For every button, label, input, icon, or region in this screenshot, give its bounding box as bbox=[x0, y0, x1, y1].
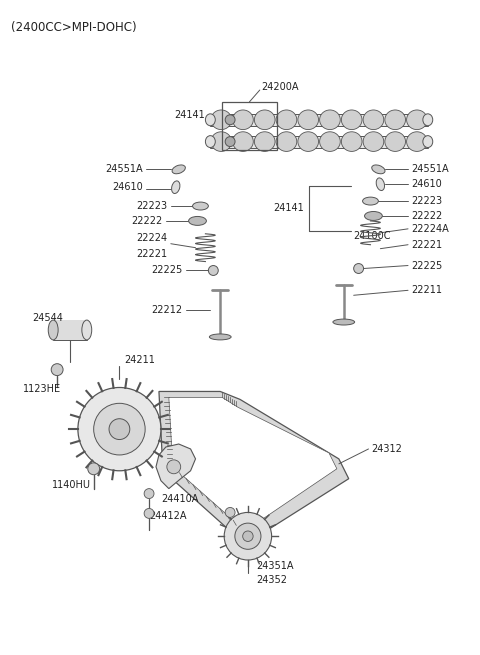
Text: 22212: 22212 bbox=[152, 305, 183, 315]
Text: 22224: 22224 bbox=[137, 233, 168, 243]
Ellipse shape bbox=[362, 197, 378, 205]
Ellipse shape bbox=[423, 136, 433, 147]
Polygon shape bbox=[169, 398, 337, 527]
Ellipse shape bbox=[320, 110, 340, 130]
Circle shape bbox=[144, 508, 154, 518]
Circle shape bbox=[167, 460, 180, 474]
Ellipse shape bbox=[254, 110, 275, 130]
Ellipse shape bbox=[385, 132, 406, 151]
Ellipse shape bbox=[341, 132, 362, 151]
Text: 22224A: 22224A bbox=[411, 224, 449, 234]
Ellipse shape bbox=[211, 132, 231, 151]
Ellipse shape bbox=[376, 178, 384, 191]
Bar bbox=[210, 114, 428, 126]
Circle shape bbox=[225, 137, 235, 147]
Circle shape bbox=[224, 512, 272, 560]
Circle shape bbox=[51, 364, 63, 375]
Text: 24211: 24211 bbox=[124, 355, 155, 365]
Ellipse shape bbox=[298, 110, 319, 130]
Text: 24100C: 24100C bbox=[354, 231, 391, 241]
Text: 24352: 24352 bbox=[256, 575, 287, 585]
Circle shape bbox=[94, 403, 145, 455]
Ellipse shape bbox=[233, 132, 253, 151]
Polygon shape bbox=[156, 444, 195, 489]
Ellipse shape bbox=[320, 132, 340, 151]
Text: 22225: 22225 bbox=[151, 265, 183, 276]
Circle shape bbox=[235, 523, 261, 550]
Ellipse shape bbox=[363, 132, 384, 151]
Ellipse shape bbox=[192, 202, 208, 210]
Ellipse shape bbox=[385, 110, 406, 130]
Ellipse shape bbox=[233, 110, 253, 130]
Circle shape bbox=[225, 115, 235, 124]
Circle shape bbox=[208, 265, 218, 276]
Text: 24312: 24312 bbox=[372, 444, 402, 454]
Text: 22223: 22223 bbox=[137, 201, 168, 211]
Ellipse shape bbox=[372, 165, 385, 174]
Text: 22211: 22211 bbox=[411, 286, 442, 295]
Text: 22223: 22223 bbox=[411, 196, 442, 206]
Ellipse shape bbox=[172, 165, 185, 174]
Circle shape bbox=[144, 489, 154, 498]
Text: 1123HE: 1123HE bbox=[23, 384, 60, 394]
Ellipse shape bbox=[298, 132, 319, 151]
Ellipse shape bbox=[171, 181, 180, 193]
Circle shape bbox=[243, 531, 253, 542]
Text: 24551A: 24551A bbox=[106, 164, 143, 174]
Ellipse shape bbox=[48, 320, 58, 340]
Circle shape bbox=[354, 263, 363, 273]
Ellipse shape bbox=[205, 114, 216, 126]
Text: 24141: 24141 bbox=[175, 110, 205, 120]
Text: 24200A: 24200A bbox=[262, 82, 299, 92]
Circle shape bbox=[225, 508, 235, 517]
Text: 24410A: 24410A bbox=[161, 493, 198, 504]
Circle shape bbox=[109, 419, 130, 440]
Text: 22221: 22221 bbox=[137, 249, 168, 259]
Ellipse shape bbox=[209, 334, 231, 340]
Text: 24610: 24610 bbox=[112, 182, 143, 192]
Ellipse shape bbox=[407, 110, 427, 130]
Text: 24551A: 24551A bbox=[411, 164, 449, 174]
Text: 22222: 22222 bbox=[132, 216, 163, 226]
Ellipse shape bbox=[205, 136, 216, 147]
Ellipse shape bbox=[363, 110, 384, 130]
Text: 24544: 24544 bbox=[33, 313, 63, 323]
Circle shape bbox=[78, 388, 161, 471]
Text: 22225: 22225 bbox=[411, 261, 442, 271]
Bar bbox=[210, 136, 428, 147]
Ellipse shape bbox=[211, 110, 231, 130]
Bar bbox=[222, 102, 276, 149]
Text: 1140HU: 1140HU bbox=[52, 479, 91, 490]
Text: 22222: 22222 bbox=[411, 211, 442, 221]
Bar bbox=[53, 320, 87, 340]
Text: 22221: 22221 bbox=[411, 240, 442, 250]
Text: 24351A: 24351A bbox=[256, 561, 293, 571]
Ellipse shape bbox=[341, 110, 362, 130]
Text: 24412A: 24412A bbox=[149, 512, 187, 521]
Ellipse shape bbox=[276, 110, 297, 130]
Ellipse shape bbox=[407, 132, 427, 151]
Ellipse shape bbox=[364, 212, 383, 221]
Ellipse shape bbox=[333, 319, 355, 325]
Ellipse shape bbox=[254, 132, 275, 151]
Text: 24141: 24141 bbox=[274, 203, 304, 213]
Ellipse shape bbox=[82, 320, 92, 340]
Ellipse shape bbox=[276, 132, 297, 151]
Text: (2400CC>MPI-DOHC): (2400CC>MPI-DOHC) bbox=[11, 20, 136, 33]
Polygon shape bbox=[159, 392, 349, 536]
Ellipse shape bbox=[423, 114, 433, 126]
Ellipse shape bbox=[189, 216, 206, 225]
Text: 24610: 24610 bbox=[411, 179, 442, 189]
Circle shape bbox=[88, 463, 100, 475]
